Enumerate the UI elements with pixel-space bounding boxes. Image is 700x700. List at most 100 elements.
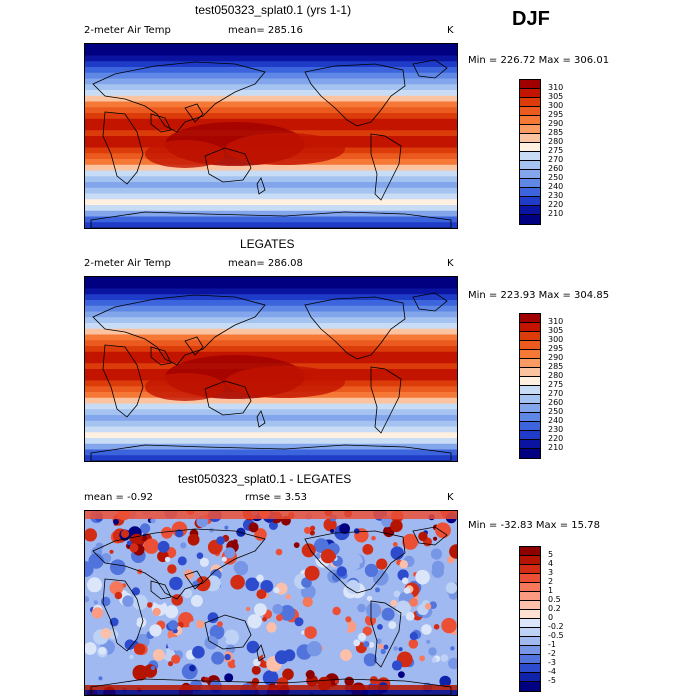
difference-patch bbox=[375, 587, 380, 593]
difference-patch bbox=[98, 647, 107, 655]
warm-region bbox=[225, 133, 345, 165]
difference-patch bbox=[377, 624, 383, 630]
colorbar-tick-label: 220 bbox=[548, 434, 564, 443]
colorbar-swatch bbox=[520, 332, 540, 341]
difference-patch bbox=[449, 544, 457, 559]
colorbar-swatch bbox=[520, 368, 540, 377]
colorbar-swatch bbox=[520, 215, 540, 224]
difference-patch bbox=[274, 650, 289, 665]
difference-patch bbox=[275, 548, 283, 556]
difference-patch bbox=[371, 535, 376, 541]
difference-patch bbox=[171, 654, 181, 664]
difference-patch bbox=[143, 538, 159, 554]
temperature-band bbox=[85, 282, 457, 290]
panel-1-colorbar bbox=[519, 79, 541, 225]
difference-patch bbox=[376, 638, 382, 644]
colorbar-tick-label: 300 bbox=[548, 101, 564, 110]
colorbar-swatch bbox=[520, 188, 540, 197]
difference-patch bbox=[421, 624, 432, 635]
temperature-band bbox=[85, 176, 457, 183]
difference-patch bbox=[435, 522, 451, 539]
difference-patch bbox=[334, 679, 339, 685]
difference-patch bbox=[245, 606, 251, 612]
colorbar-tick-label: -0.2 bbox=[548, 622, 564, 631]
coastline bbox=[256, 644, 266, 662]
temperature-band bbox=[85, 44, 457, 51]
colorbar-tick-label: 1 bbox=[548, 586, 554, 595]
difference-patch bbox=[433, 536, 438, 541]
temperature-band bbox=[85, 55, 457, 62]
panel-3-rmse: rmse = 3.53 bbox=[245, 492, 308, 503]
difference-patch bbox=[447, 556, 455, 564]
coastline bbox=[184, 336, 204, 356]
panel-2-colorbar bbox=[519, 313, 541, 459]
colorbar-tick-label: 210 bbox=[548, 443, 564, 452]
difference-patch bbox=[177, 556, 187, 566]
colorbar-tick-label: 295 bbox=[548, 344, 564, 353]
warm-region bbox=[145, 373, 225, 401]
difference-patch bbox=[445, 582, 457, 594]
difference-patch bbox=[439, 675, 452, 688]
difference-patch bbox=[167, 636, 182, 651]
difference-patch bbox=[122, 595, 134, 607]
coastline bbox=[90, 678, 452, 695]
difference-patch bbox=[150, 665, 156, 671]
temperature-band bbox=[85, 49, 457, 57]
difference-patch bbox=[302, 596, 313, 608]
temperature-band bbox=[85, 334, 457, 341]
difference-patch bbox=[403, 587, 411, 594]
difference-patch bbox=[330, 529, 335, 533]
colorbar-swatch bbox=[520, 179, 540, 188]
difference-patch bbox=[190, 594, 203, 607]
colorbar-swatch bbox=[520, 682, 540, 691]
difference-patch bbox=[346, 579, 360, 594]
temperature-band bbox=[85, 305, 457, 313]
difference-patch bbox=[168, 661, 173, 667]
colorbar-swatch bbox=[520, 440, 540, 449]
difference-patch bbox=[408, 639, 419, 649]
difference-patch bbox=[368, 641, 375, 648]
temperature-band bbox=[85, 340, 457, 347]
colorbar-tick-label: 270 bbox=[548, 155, 564, 164]
temperature-band bbox=[85, 101, 457, 108]
temperature-band bbox=[85, 67, 457, 74]
colorbar-tick-label: 300 bbox=[548, 335, 564, 344]
coastline bbox=[304, 296, 406, 360]
difference-patch bbox=[294, 617, 304, 627]
colorbar-tick-label: 0.2 bbox=[548, 604, 561, 613]
coastline bbox=[150, 346, 172, 366]
difference-patch bbox=[346, 553, 363, 570]
difference-patch bbox=[359, 563, 365, 568]
difference-patch bbox=[393, 590, 401, 598]
difference-patch bbox=[429, 601, 437, 609]
difference-patch bbox=[340, 649, 352, 661]
map-fill bbox=[85, 277, 457, 461]
difference-patch bbox=[129, 543, 139, 553]
difference-patch bbox=[256, 574, 264, 582]
colorbar-tick-label: 240 bbox=[548, 182, 564, 191]
difference-patch bbox=[164, 605, 179, 619]
difference-patch bbox=[141, 535, 148, 542]
temperature-band bbox=[85, 113, 457, 120]
temperature-band bbox=[85, 432, 457, 439]
difference-patch bbox=[224, 653, 231, 661]
difference-patch bbox=[192, 580, 199, 588]
difference-patch bbox=[187, 533, 200, 546]
coastline bbox=[370, 600, 402, 668]
panel-1-title: test050323_splat0.1 (yrs 1-1) bbox=[195, 3, 352, 17]
coastline-outline bbox=[90, 59, 452, 228]
difference-patch bbox=[189, 664, 196, 672]
difference-patch bbox=[239, 622, 245, 629]
difference-patch bbox=[392, 542, 398, 547]
colorbar-tick-label: 305 bbox=[548, 92, 564, 101]
difference-patch bbox=[401, 577, 409, 584]
difference-patch bbox=[221, 556, 227, 562]
difference-patch bbox=[182, 588, 193, 599]
difference-patch bbox=[126, 615, 137, 627]
difference-patch bbox=[301, 543, 316, 558]
colorbar-swatch bbox=[520, 359, 540, 368]
difference-patch bbox=[131, 587, 140, 596]
difference-patch bbox=[426, 591, 432, 597]
colorbar-tick-label: 290 bbox=[548, 119, 564, 128]
difference-patch bbox=[199, 557, 209, 567]
